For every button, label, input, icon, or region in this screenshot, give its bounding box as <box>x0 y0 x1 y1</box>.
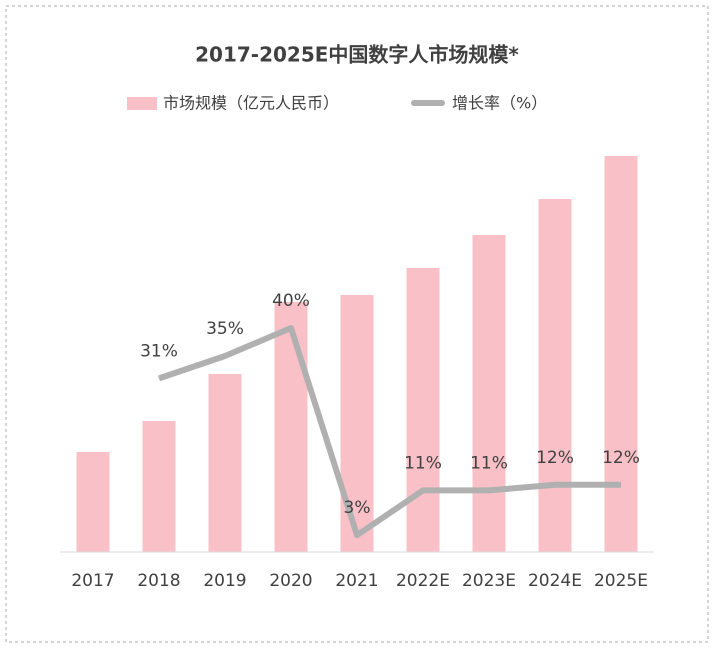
x-tick-label: 2021 <box>335 571 378 591</box>
data-label: 35% <box>206 319 244 339</box>
x-tick-label: 2025E <box>594 571 648 591</box>
bar <box>142 421 176 552</box>
x-tick-label: 2019 <box>203 571 246 591</box>
x-tick-label: 2022E <box>396 571 450 591</box>
legend-swatch <box>127 97 157 110</box>
bar <box>76 452 110 552</box>
bar <box>604 156 638 552</box>
growth-line <box>158 325 621 539</box>
frame <box>5 5 709 643</box>
legend-label: 增长率（%） <box>452 94 547 113</box>
x-tick-label: 2018 <box>137 571 180 591</box>
bar <box>274 302 308 552</box>
data-label: 11% <box>404 453 442 473</box>
bar <box>538 199 572 552</box>
bar <box>406 268 440 552</box>
x-tick-label: 2024E <box>528 571 582 591</box>
x-tick-label: 2023E <box>462 571 516 591</box>
bar <box>472 235 506 552</box>
chart-title: 2017-2025E中国数字人市场规模* <box>195 43 519 67</box>
data-label: 12% <box>602 448 640 468</box>
data-label: 11% <box>470 453 508 473</box>
legend-label: 市场规模（亿元人民币） <box>163 94 339 113</box>
x-tick-label: 2020 <box>269 571 312 591</box>
data-label: 40% <box>272 291 310 311</box>
data-label: 12% <box>536 448 574 468</box>
data-label: 31% <box>140 341 178 361</box>
data-label: 3% <box>344 498 371 518</box>
bar <box>208 374 242 552</box>
x-tick-label: 2017 <box>71 571 114 591</box>
